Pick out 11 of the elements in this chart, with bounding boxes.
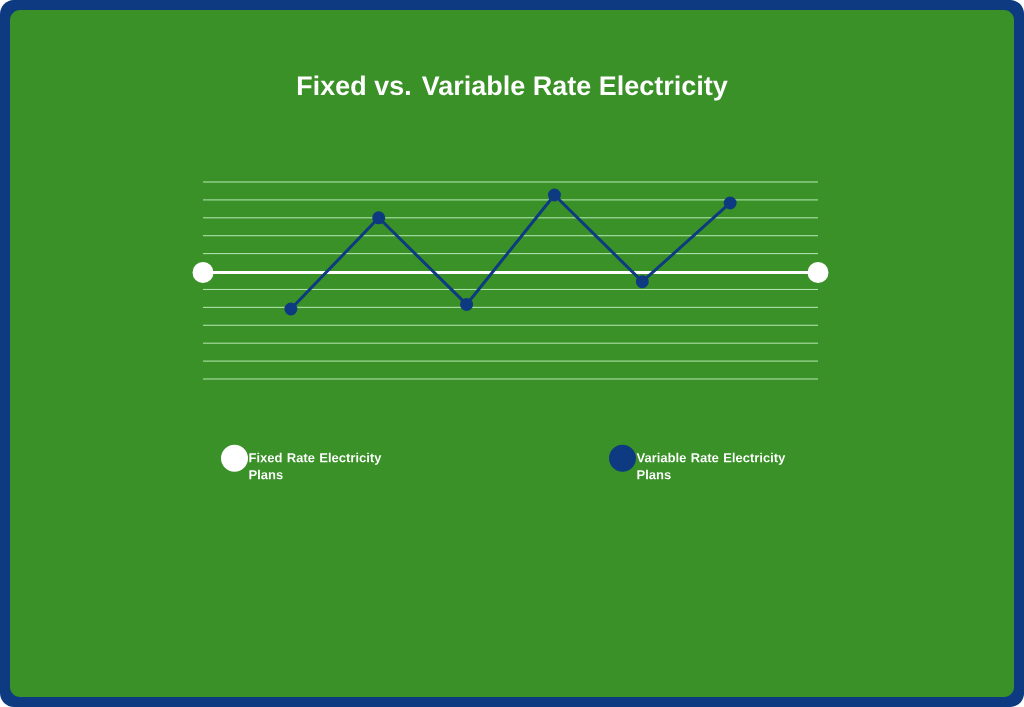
point [723, 196, 737, 210]
point [284, 302, 298, 316]
legend-label: Variable Rate Electricity Plans [636, 452, 786, 480]
chart-title: Fixed vs. Variable Rate Electricity [297, 75, 728, 101]
point [460, 297, 474, 311]
point [372, 211, 386, 225]
point [635, 275, 649, 289]
point [192, 262, 214, 284]
point [547, 188, 561, 202]
point [807, 262, 829, 284]
legend-label: Fixed Rate Electricity Plans [249, 452, 382, 480]
